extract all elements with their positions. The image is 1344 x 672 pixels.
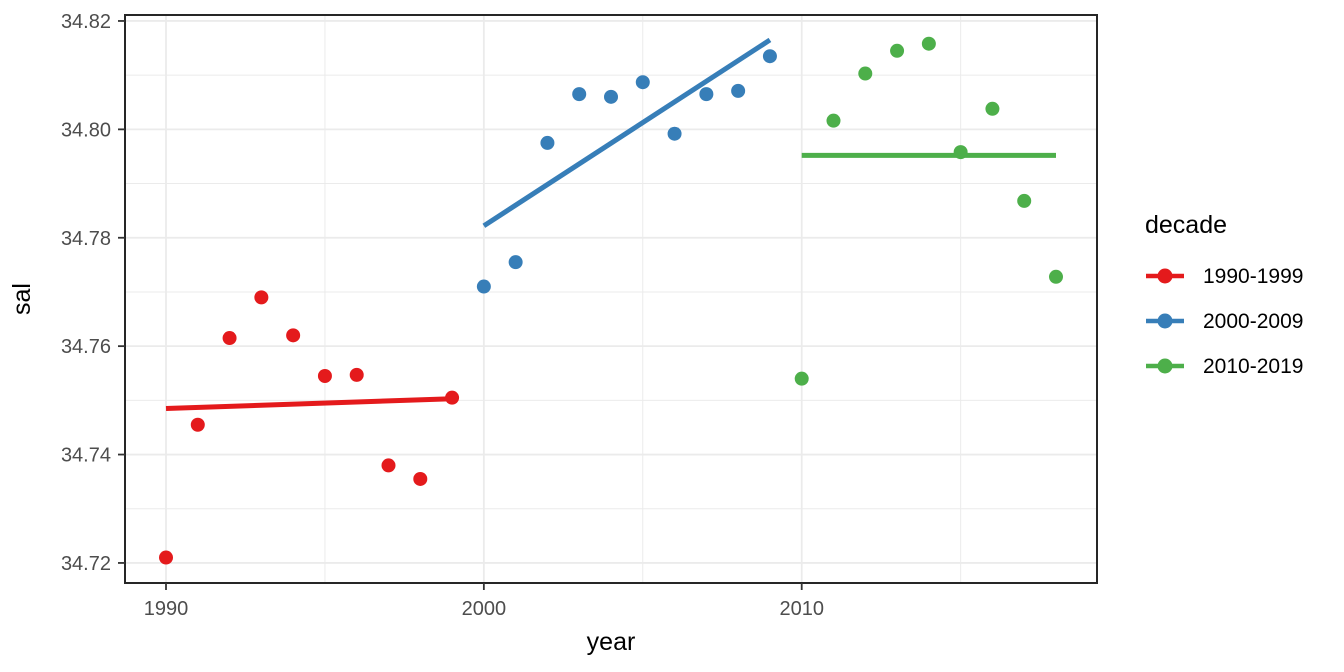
y-tick-label: 34.82 bbox=[61, 11, 111, 33]
data-point-1990-1999 bbox=[317, 368, 332, 383]
data-point-2010-2019 bbox=[953, 145, 968, 160]
data-point-1990-1999 bbox=[286, 328, 301, 343]
data-point-1990-1999 bbox=[159, 550, 174, 565]
data-point-1990-1999 bbox=[445, 390, 460, 405]
legend-label: 1990-1999 bbox=[1203, 265, 1303, 288]
data-point-2000-2009 bbox=[762, 49, 777, 64]
trend-line-1990-1999 bbox=[165, 396, 453, 411]
plot-panel-border bbox=[124, 14, 1098, 584]
data-point-2010-2019 bbox=[1017, 193, 1032, 208]
legend-item-2000-2009: 2000-2009 bbox=[1146, 310, 1303, 333]
data-point-2000-2009 bbox=[476, 279, 491, 294]
data-point-2000-2009 bbox=[604, 89, 618, 104]
data-point-2010-2019 bbox=[858, 66, 873, 81]
data-point-1990-1999 bbox=[190, 417, 205, 432]
data-point-2010-2019 bbox=[794, 371, 809, 386]
data-point-2000-2009 bbox=[731, 83, 746, 98]
data-point-2010-2019 bbox=[1048, 269, 1063, 284]
y-axis-title: sal bbox=[8, 283, 36, 315]
data-point-1990-1999 bbox=[222, 331, 237, 346]
data-point-1990-1999 bbox=[254, 290, 269, 305]
x-axis-title: year bbox=[587, 628, 636, 656]
data-point-2000-2009 bbox=[508, 255, 523, 270]
data-point-2000-2009 bbox=[540, 135, 555, 150]
legend-label: 2000-2009 bbox=[1203, 310, 1303, 333]
x-tick-label: 2000 bbox=[462, 598, 507, 620]
y-tick-label: 34.74 bbox=[61, 445, 111, 467]
data-point-2000-2009 bbox=[667, 126, 682, 141]
data-point-1990-1999 bbox=[349, 367, 364, 382]
trend-line-2000-2009 bbox=[482, 37, 772, 228]
data-points bbox=[159, 36, 1063, 565]
data-point-2010-2019 bbox=[985, 101, 1000, 116]
y-tick-label: 34.76 bbox=[61, 336, 111, 358]
x-tick-label: 2010 bbox=[779, 598, 824, 620]
trend-lines bbox=[165, 37, 1056, 411]
data-point-2010-2019 bbox=[890, 43, 905, 58]
data-point-2000-2009 bbox=[699, 87, 714, 102]
data-point-1990-1999 bbox=[381, 458, 396, 473]
y-tick-label: 34.78 bbox=[61, 228, 111, 250]
legend-key-point bbox=[1157, 313, 1173, 329]
legend-item-2010-2019: 2010-2019 bbox=[1146, 355, 1303, 378]
legend: decade 1990-1999 2000-2009 2010-2019 bbox=[1145, 211, 1303, 378]
x-tick-label: 1990 bbox=[144, 598, 189, 620]
data-point-2010-2019 bbox=[921, 36, 936, 51]
data-point-2000-2009 bbox=[635, 75, 650, 90]
data-point-1990-1999 bbox=[413, 471, 428, 486]
y-tick-label: 34.80 bbox=[61, 119, 111, 141]
data-point-2000-2009 bbox=[572, 87, 587, 102]
legend-key-point bbox=[1157, 358, 1173, 374]
axis-ticks bbox=[118, 20, 803, 590]
legend-title: decade bbox=[1145, 211, 1227, 239]
gridlines-major bbox=[125, 15, 1097, 583]
axis-tick-labels: 1990 2000 2010 34.72 34.74 34.76 34.78 34.80 34.… bbox=[61, 11, 824, 620]
legend-label: 2010-2019 bbox=[1203, 355, 1303, 378]
data-point-2010-2019 bbox=[826, 113, 841, 128]
gridlines-minor bbox=[125, 15, 1097, 583]
legend-item-1990-1999: 1990-1999 bbox=[1146, 265, 1303, 288]
legend-items: 1990-1999 2000-2009 2010-2019 bbox=[1146, 265, 1303, 378]
legend-key-point bbox=[1157, 268, 1173, 284]
y-tick-label: 34.72 bbox=[61, 553, 111, 575]
